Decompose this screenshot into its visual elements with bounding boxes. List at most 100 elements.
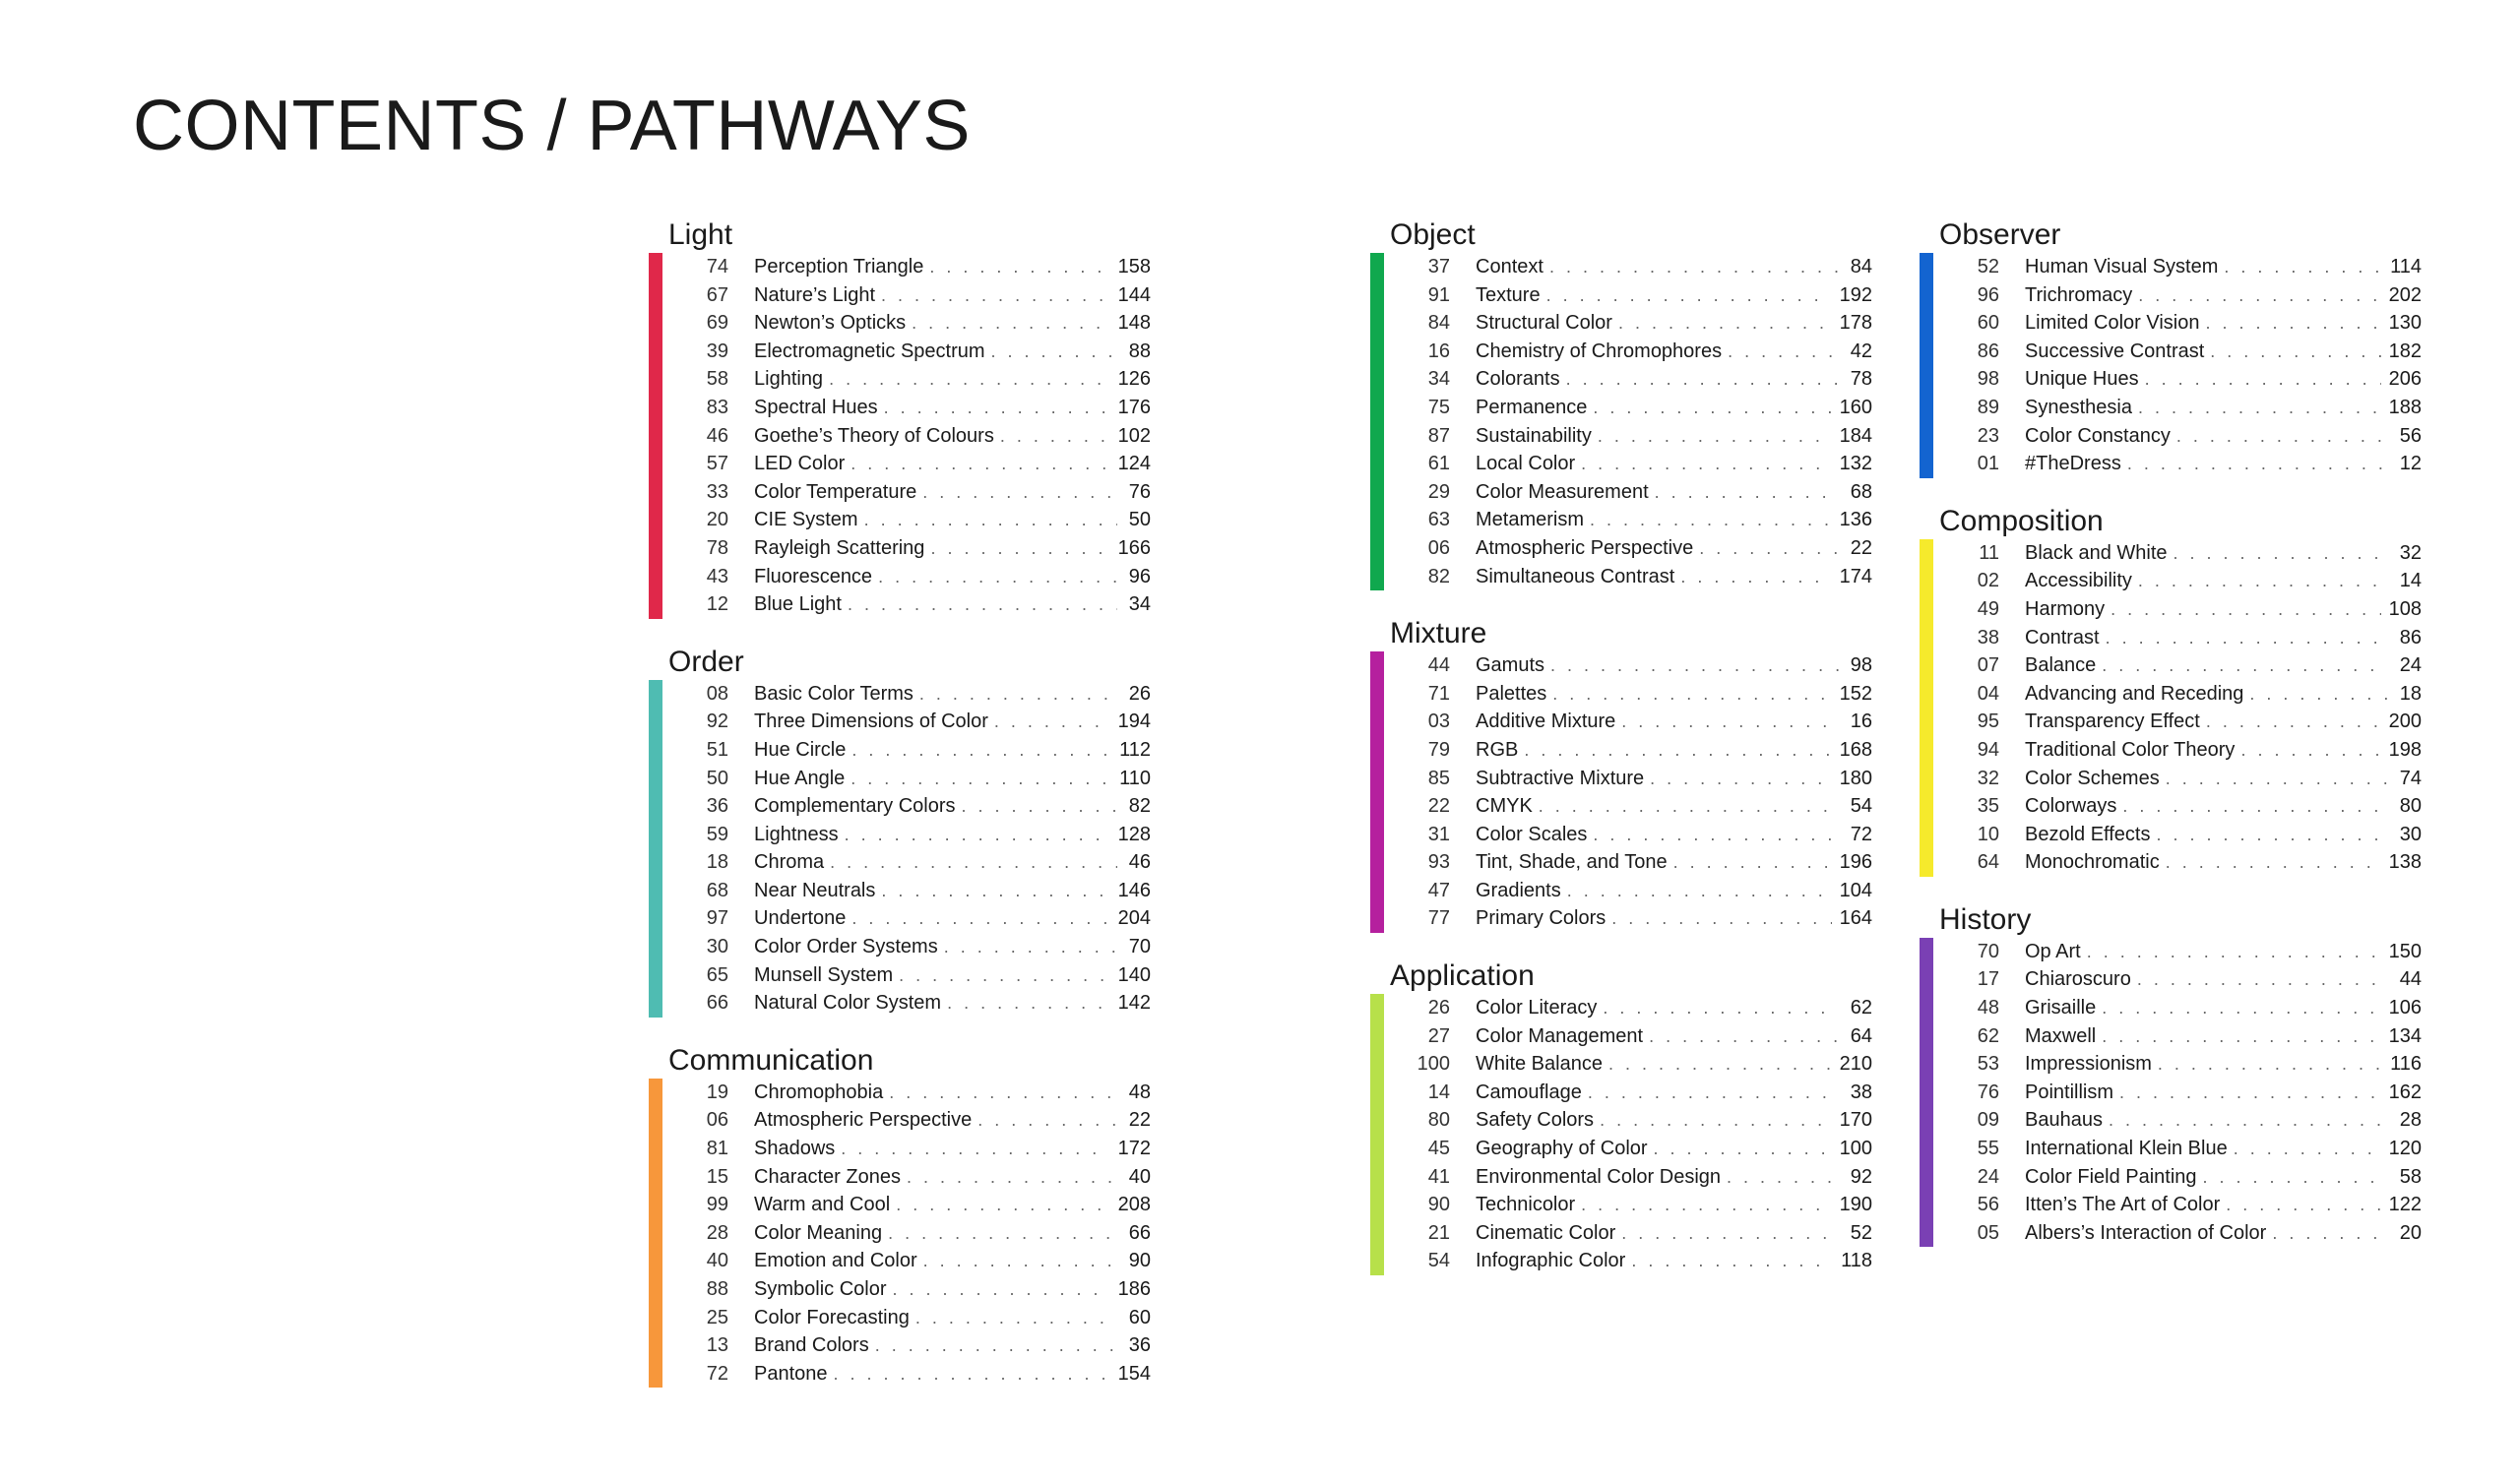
toc-entry[interactable]: 91 Texture 192	[1370, 281, 1872, 310]
toc-entry[interactable]: 59 Lightness 128	[649, 821, 1151, 849]
toc-entry[interactable]: 52 Human Visual System 114	[1920, 253, 2422, 281]
toc-entry[interactable]: 06 Atmospheric Perspective 22	[649, 1106, 1151, 1135]
toc-entry[interactable]: 07 Balance 24	[1920, 651, 2422, 680]
toc-entry[interactable]: 79 RGB 168	[1370, 736, 1872, 765]
toc-entry[interactable]: 99 Warm and Cool 208	[649, 1191, 1151, 1219]
toc-entry[interactable]: 83 Spectral Hues 176	[649, 394, 1151, 422]
toc-entry[interactable]: 20 CIE System 50	[649, 506, 1151, 534]
toc-entry[interactable]: 67 Nature’s Light 144	[649, 281, 1151, 310]
toc-entry[interactable]: 60 Limited Color Vision 130	[1920, 309, 2422, 338]
toc-entry[interactable]: 21 Cinematic Color 52	[1370, 1219, 1872, 1248]
toc-entry[interactable]: 78 Rayleigh Scattering 166	[649, 534, 1151, 563]
toc-entry[interactable]: 84 Structural Color 178	[1370, 309, 1872, 338]
toc-entry[interactable]: 18 Chroma 46	[649, 848, 1151, 877]
toc-entry[interactable]: 51 Hue Circle 112	[649, 736, 1151, 765]
toc-entry[interactable]: 65 Munsell System 140	[649, 961, 1151, 990]
toc-entry[interactable]: 22 CMYK 54	[1370, 792, 1872, 821]
toc-entry[interactable]: 23 Color Constancy 56	[1920, 422, 2422, 451]
toc-entry[interactable]: 50 Hue Angle 110	[649, 765, 1151, 793]
toc-entry[interactable]: 98 Unique Hues 206	[1920, 365, 2422, 394]
toc-entry[interactable]: 40 Emotion and Color 90	[649, 1247, 1151, 1275]
toc-entry[interactable]: 16 Chemistry of Chromophores 42	[1370, 338, 1872, 366]
toc-entry[interactable]: 08 Basic Color Terms 26	[649, 680, 1151, 709]
toc-entry[interactable]: 53 Impressionism 116	[1920, 1050, 2422, 1079]
toc-entry[interactable]: 85 Subtractive Mixture 180	[1370, 765, 1872, 793]
toc-entry[interactable]: 72 Pantone 154	[649, 1360, 1151, 1389]
toc-entry[interactable]: 63 Metamerism 136	[1370, 506, 1872, 534]
toc-entry[interactable]: 90 Technicolor 190	[1370, 1191, 1872, 1219]
toc-entry[interactable]: 10 Bezold Effects 30	[1920, 821, 2422, 849]
toc-entry[interactable]: 48 Grisaille 106	[1920, 994, 2422, 1022]
toc-entry[interactable]: 75 Permanence 160	[1370, 394, 1872, 422]
toc-entry[interactable]: 44 Gamuts 98	[1370, 651, 1872, 680]
toc-entry[interactable]: 95 Transparency Effect 200	[1920, 708, 2422, 736]
toc-entry[interactable]: 13 Brand Colors 36	[649, 1331, 1151, 1360]
toc-entry[interactable]: 12 Blue Light 34	[649, 590, 1151, 619]
toc-entry[interactable]: 24 Color Field Painting 58	[1920, 1163, 2422, 1192]
toc-entry[interactable]: 58 Lighting 126	[649, 365, 1151, 394]
toc-entry[interactable]: 87 Sustainability 184	[1370, 422, 1872, 451]
toc-entry[interactable]: 49 Harmony 108	[1920, 595, 2422, 624]
toc-entry[interactable]: 32 Color Schemes 74	[1920, 765, 2422, 793]
toc-entry[interactable]: 09 Bauhaus 28	[1920, 1106, 2422, 1135]
toc-entry[interactable]: 19 Chromophobia 48	[649, 1079, 1151, 1107]
toc-entry[interactable]: 01 #TheDress 12	[1920, 450, 2422, 478]
toc-entry[interactable]: 11 Black and White 32	[1920, 539, 2422, 568]
toc-entry[interactable]: 29 Color Measurement 68	[1370, 478, 1872, 507]
toc-entry[interactable]: 38 Contrast 86	[1920, 624, 2422, 652]
toc-entry[interactable]: 43 Fluorescence 96	[649, 563, 1151, 591]
toc-entry[interactable]: 82 Simultaneous Contrast 174	[1370, 563, 1872, 591]
toc-entry[interactable]: 05 Albers’s Interaction of Color 20	[1920, 1219, 2422, 1248]
toc-entry[interactable]: 86 Successive Contrast 182	[1920, 338, 2422, 366]
toc-entry[interactable]: 61 Local Color 132	[1370, 450, 1872, 478]
toc-entry[interactable]: 37 Context 84	[1370, 253, 1872, 281]
toc-entry[interactable]: 41 Environmental Color Design 92	[1370, 1163, 1872, 1192]
toc-entry[interactable]: 100 White Balance 210	[1370, 1050, 1872, 1079]
toc-entry[interactable]: 17 Chiaroscuro 44	[1920, 965, 2422, 994]
toc-entry[interactable]: 71 Palettes 152	[1370, 680, 1872, 709]
toc-entry[interactable]: 36 Complementary Colors 82	[649, 792, 1151, 821]
toc-entry[interactable]: 45 Geography of Color 100	[1370, 1135, 1872, 1163]
toc-entry[interactable]: 57 LED Color 124	[649, 450, 1151, 478]
toc-entry[interactable]: 39 Electromagnetic Spectrum 88	[649, 338, 1151, 366]
toc-entry[interactable]: 89 Synesthesia 188	[1920, 394, 2422, 422]
toc-entry[interactable]: 74 Perception Triangle 158	[649, 253, 1151, 281]
toc-entry[interactable]: 93 Tint, Shade, and Tone 196	[1370, 848, 1872, 877]
toc-entry[interactable]: 70 Op Art 150	[1920, 938, 2422, 966]
toc-entry[interactable]: 47 Gradients 104	[1370, 877, 1872, 905]
toc-entry[interactable]: 97 Undertone 204	[649, 904, 1151, 933]
toc-entry[interactable]: 02 Accessibility 14	[1920, 567, 2422, 595]
toc-entry[interactable]: 69 Newton’s Opticks 148	[649, 309, 1151, 338]
toc-entry[interactable]: 88 Symbolic Color 186	[649, 1275, 1151, 1304]
toc-entry[interactable]: 80 Safety Colors 170	[1370, 1106, 1872, 1135]
toc-entry[interactable]: 46 Goethe’s Theory of Colours 102	[649, 422, 1151, 451]
toc-entry[interactable]: 30 Color Order Systems 70	[649, 933, 1151, 961]
toc-entry[interactable]: 15 Character Zones 40	[649, 1163, 1151, 1192]
entry-number: 19	[706, 1081, 728, 1103]
toc-entry[interactable]: 25 Color Forecasting 60	[649, 1304, 1151, 1332]
toc-entry[interactable]: 35 Colorways 80	[1920, 792, 2422, 821]
toc-entry[interactable]: 66 Natural Color System 142	[649, 989, 1151, 1018]
toc-entry[interactable]: 03 Additive Mixture 16	[1370, 708, 1872, 736]
toc-entry[interactable]: 31 Color Scales 72	[1370, 821, 1872, 849]
toc-entry[interactable]: 64 Monochromatic 138	[1920, 848, 2422, 877]
toc-entry[interactable]: 26 Color Literacy 62	[1370, 994, 1872, 1022]
toc-entry[interactable]: 77 Primary Colors 164	[1370, 904, 1872, 933]
toc-entry[interactable]: 14 Camouflage 38	[1370, 1079, 1872, 1107]
toc-entry[interactable]: 68 Near Neutrals 146	[649, 877, 1151, 905]
toc-entry[interactable]: 27 Color Management 64	[1370, 1022, 1872, 1051]
toc-entry[interactable]: 56 Itten’s The Art of Color 122	[1920, 1191, 2422, 1219]
toc-entry[interactable]: 76 Pointillism 162	[1920, 1079, 2422, 1107]
toc-entry[interactable]: 04 Advancing and Receding 18	[1920, 680, 2422, 709]
toc-entry[interactable]: 34 Colorants 78	[1370, 365, 1872, 394]
toc-entry[interactable]: 55 International Klein Blue 120	[1920, 1135, 2422, 1163]
toc-entry[interactable]: 54 Infographic Color 118	[1370, 1247, 1872, 1275]
toc-entry[interactable]: 94 Traditional Color Theory 198	[1920, 736, 2422, 765]
toc-entry[interactable]: 28 Color Meaning 66	[649, 1219, 1151, 1248]
toc-entry[interactable]: 92 Three Dimensions of Color 194	[649, 708, 1151, 736]
toc-entry[interactable]: 06 Atmospheric Perspective 22	[1370, 534, 1872, 563]
toc-entry[interactable]: 33 Color Temperature 76	[649, 478, 1151, 507]
toc-entry[interactable]: 62 Maxwell 134	[1920, 1022, 2422, 1051]
toc-entry[interactable]: 81 Shadows 172	[649, 1135, 1151, 1163]
toc-entry[interactable]: 96 Trichromacy 202	[1920, 281, 2422, 310]
